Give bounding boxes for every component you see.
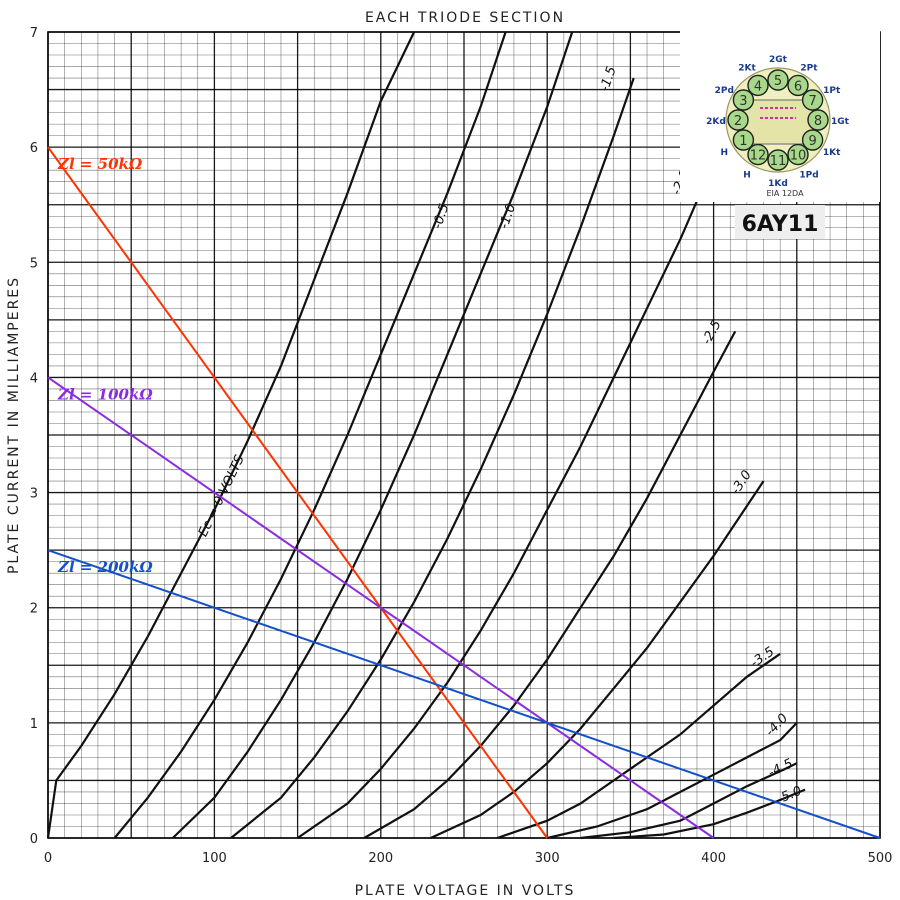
y-tick-label: 2 [30, 602, 38, 617]
pin-number: 2 [734, 114, 742, 129]
pin-number: 5 [774, 74, 782, 89]
grid-curve-line [172, 31, 574, 839]
pin-function-label: 2Pt [800, 63, 818, 73]
pin-circle [747, 74, 769, 97]
pin-number: 6 [794, 79, 802, 94]
y-tick-label: 3 [30, 487, 38, 502]
pin-number: 4 [754, 79, 762, 94]
pin-function-label: 2Kt [738, 63, 756, 73]
grid-curve-line [113, 31, 507, 839]
grid-curve-line [46, 31, 416, 839]
pin-circle [732, 129, 755, 151]
load-line-label: Zl = 50kΩ [57, 155, 143, 173]
grid-curve-label: -4.5 [766, 756, 795, 781]
y-axis-title: PLATE CURRENT IN MILLIAMPERES [6, 276, 22, 574]
pin-number: 9 [808, 134, 816, 149]
grid-curve-label: -4.0 [763, 711, 791, 740]
grid-curve-line [613, 788, 806, 840]
x-tick-label: 200 [368, 851, 393, 866]
pin-circle [801, 89, 824, 111]
x-tick-label: 400 [701, 851, 726, 866]
pin-function-label: H [743, 171, 751, 181]
pin-function-label: 2Kd [706, 117, 726, 127]
chart-title: EACH TRIODE SECTION [365, 10, 565, 26]
pin-circle [787, 74, 809, 97]
load-line-label: Zl = 100kΩ [57, 385, 153, 403]
tube-name: 6AY11 [742, 212, 819, 237]
y-tick-label: 4 [30, 371, 38, 386]
pin-circle [727, 109, 749, 131]
load-line [47, 146, 549, 839]
pin-number: 8 [814, 114, 822, 129]
grid [47, 31, 881, 839]
pin-number: 12 [750, 149, 767, 164]
y-tick-label: 5 [30, 256, 38, 271]
pin-function-label: H [721, 148, 729, 158]
x-tick-label: 500 [868, 851, 893, 866]
y-tick-label: 6 [30, 141, 38, 156]
pin-function-label: 1Gt [831, 117, 850, 127]
pin-circle [747, 143, 769, 166]
base-code: EIA 12DA [766, 189, 804, 198]
pin-function-label: 1Kt [823, 148, 841, 158]
x-axis-title: PLATE VOLTAGE IN VOLTS [355, 883, 576, 899]
pin-function-label: 2Pd [715, 86, 734, 96]
x-tick-label: 100 [202, 851, 227, 866]
pin-number: 10 [790, 149, 807, 164]
tube-internal-diagram [741, 99, 815, 145]
pin-circle [767, 149, 789, 171]
load-line [47, 549, 881, 839]
load-line [47, 376, 715, 839]
pin-circle [787, 143, 809, 166]
pin-number: 3 [739, 94, 747, 109]
grid-curve-line [230, 77, 635, 839]
grid-curve-line [580, 762, 798, 840]
load-lines: Zl = 50kΩ Zl = 100kΩ Zl = 200kΩ [47, 146, 881, 839]
pin-function-label: 1Pd [799, 171, 818, 181]
grid-curve-line [296, 181, 707, 839]
pin-circle [801, 129, 824, 151]
grid-curve-label: -0.5 [430, 202, 452, 231]
tube-name-background [735, 205, 825, 239]
load-line-label: Zl = 200kΩ [57, 558, 153, 576]
grid-curve-line [363, 330, 737, 839]
pin-number: 7 [808, 94, 816, 109]
y-tick-label: 0 [30, 832, 38, 847]
grid-curve-label: -1.0 [497, 202, 519, 231]
pin-number: 1 [739, 134, 747, 149]
pin-circle [807, 109, 829, 131]
pin-circle [732, 89, 755, 111]
grid-curve-line [546, 722, 798, 840]
x-tick-label: 300 [535, 851, 560, 866]
pin-circle [767, 69, 789, 91]
pin-function-label: 1Kd [768, 179, 788, 189]
grid-curve-line [430, 480, 765, 839]
pin-function-label: 2Gt [769, 55, 788, 65]
grid-curve-label: Ec = 0 VOLTS [196, 453, 248, 539]
y-tick-label: 1 [30, 717, 38, 732]
x-tick-label: 0 [44, 851, 52, 866]
pin-function-label: 1Pt [823, 86, 841, 96]
plot-frame [47, 31, 881, 839]
y-tick-label: 7 [30, 26, 38, 41]
pin-number: 11 [770, 154, 787, 169]
